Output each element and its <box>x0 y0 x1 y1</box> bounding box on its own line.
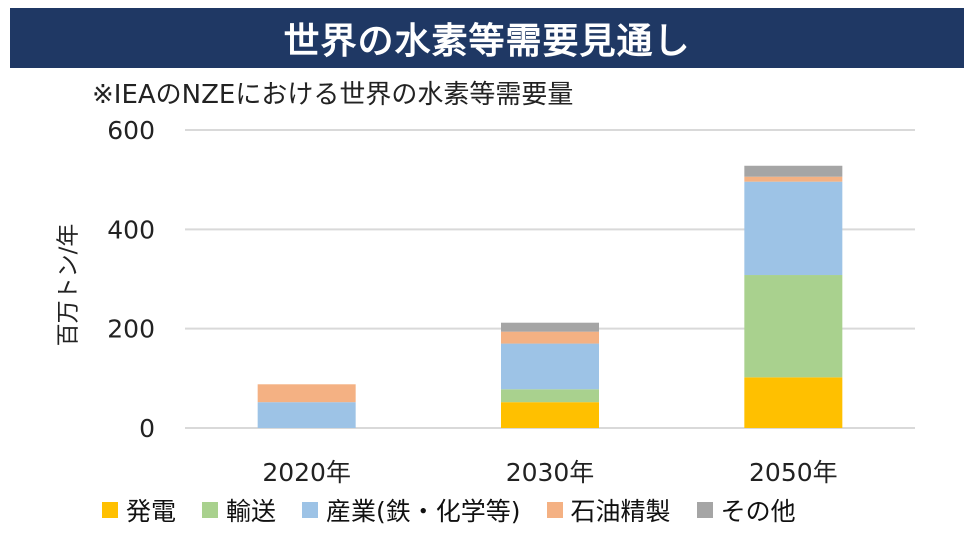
bar-segment <box>744 176 843 182</box>
legend-item: 産業(鉄・化学等) <box>302 492 521 528</box>
y-tick-label: 400 <box>107 215 155 244</box>
legend-label: 石油精製 <box>570 497 671 526</box>
legend-label: 産業(鉄・化学等) <box>326 497 521 526</box>
title-banner: 世界の水素等需要見通し <box>10 8 964 68</box>
legend-label: 発電 <box>126 497 177 526</box>
chart-legend: 発電 輸送 産業(鉄・化学等) 石油精製 その他 <box>102 490 796 530</box>
legend-item: 輸送 <box>202 492 276 528</box>
bar-segment <box>501 402 599 428</box>
bar-segment <box>501 343 599 390</box>
bar-segment <box>257 384 356 403</box>
bar-segment <box>501 389 599 403</box>
legend-swatch <box>202 502 219 518</box>
page-title: 世界の水素等需要見通し <box>283 21 691 62</box>
bar-segment <box>257 402 356 428</box>
bar-segment <box>744 275 843 378</box>
x-tick-label: 2050年 <box>749 458 838 487</box>
legend-swatch <box>546 502 563 518</box>
bar-segment <box>501 322 599 332</box>
bar-segment <box>744 377 843 428</box>
legend-label: その他 <box>720 497 796 526</box>
legend-swatch <box>302 502 319 518</box>
legend-item: 石油精製 <box>546 492 671 528</box>
chart-subtitle: ※IEAのNZEにおける世界の水素等需要量 <box>92 80 574 110</box>
legend-swatch <box>696 502 713 518</box>
y-tick-label: 200 <box>107 315 155 344</box>
y-tick-label: 600 <box>107 116 155 145</box>
legend-label: 輸送 <box>226 497 277 526</box>
legend-item: その他 <box>696 492 796 528</box>
bar-segment <box>744 165 843 177</box>
y-tick-label: 0 <box>139 414 155 443</box>
legend-swatch <box>102 502 118 518</box>
x-tick-label: 2020年 <box>262 458 351 487</box>
x-tick-label: 2030年 <box>506 458 595 487</box>
bar-segment <box>744 181 843 276</box>
legend-item: 発電 <box>102 492 176 528</box>
bar-segment <box>501 331 599 344</box>
